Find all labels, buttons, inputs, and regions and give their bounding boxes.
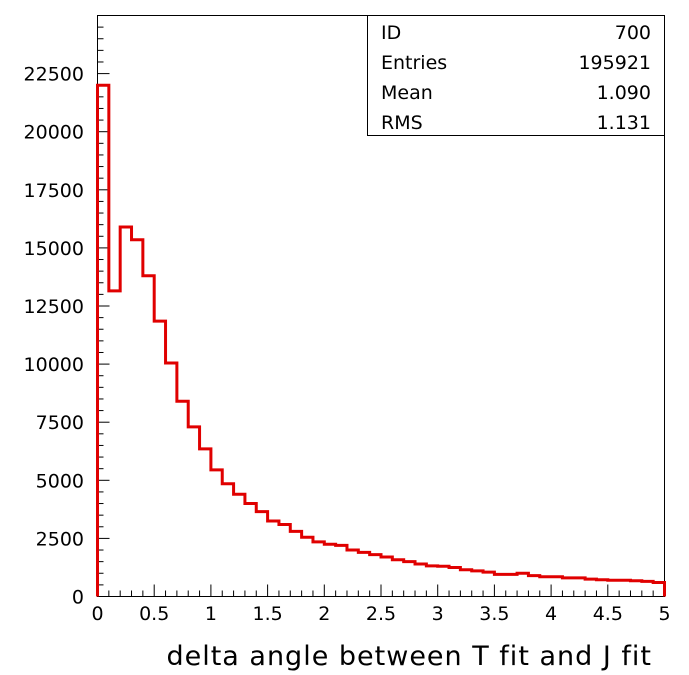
histogram-bin <box>188 427 199 597</box>
histogram-bin <box>166 363 177 597</box>
histogram-bin <box>245 504 256 597</box>
histogram-bin <box>562 578 573 597</box>
histogram-bin <box>404 562 415 597</box>
y-axis-tick-labels: 0 2500 5000 7500 10000 12500 15000 17500 20000 22… <box>24 64 84 609</box>
histogram-bin <box>109 291 120 597</box>
histogram-bin <box>290 531 301 596</box>
stats-box-frame <box>367 15 665 136</box>
histogram-bin <box>222 484 233 597</box>
histogram-bin <box>551 577 562 597</box>
histogram-bin <box>630 581 641 597</box>
histogram-bin <box>506 574 517 596</box>
y-tick-label: 7500 <box>36 412 84 434</box>
x-tick-label: 2.5 <box>366 603 396 625</box>
histogram-bin <box>415 564 426 597</box>
histogram-bin <box>642 581 653 596</box>
histogram-bin <box>98 85 109 596</box>
histogram-bin <box>313 542 324 597</box>
x-tick-label: 3 <box>432 603 444 625</box>
histogram-bin <box>596 580 607 597</box>
histogram-bin <box>574 578 585 597</box>
stats-value-id: 700 <box>615 22 651 44</box>
stats-label-id: ID <box>381 22 401 44</box>
histogram-bin <box>585 579 596 596</box>
stats-box: ID 700 Entries 195921 Mean 1.090 RMS 1.1… <box>367 15 665 136</box>
histogram-series-line <box>96 83 666 597</box>
stats-value-mean: 1.090 <box>597 82 651 104</box>
y-tick-label: 15000 <box>24 238 84 260</box>
histogram-bin <box>528 576 539 597</box>
histogram-bin <box>392 560 403 597</box>
histogram-bin <box>177 401 188 596</box>
histogram-bin <box>483 572 494 596</box>
histogram-bin <box>370 555 381 597</box>
x-axis-tick-labels: 0 0.5 1 1.5 2 2.5 3 3.5 4 4.5 5 <box>91 603 670 625</box>
histogram-bin <box>358 552 369 596</box>
x-tick-label: 4.5 <box>593 603 623 625</box>
histogram-bin <box>200 449 211 597</box>
y-tick-label: 10000 <box>24 354 84 376</box>
histogram-bin <box>234 494 245 596</box>
histogram-bin <box>256 512 267 597</box>
x-tick-label: 0.5 <box>139 603 169 625</box>
histogram-bins <box>98 85 665 596</box>
histogram-bin <box>449 567 460 596</box>
x-tick-label: 4 <box>545 603 557 625</box>
histogram-bin <box>426 566 437 597</box>
histogram-bin <box>279 524 290 596</box>
x-tick-label: 5 <box>658 603 670 625</box>
stats-label-rms: RMS <box>381 112 423 134</box>
y-tick-label: 17500 <box>24 180 84 202</box>
histogram-bin <box>211 470 222 597</box>
histogram-bin <box>268 521 279 597</box>
y-tick-label: 0 <box>72 587 84 609</box>
histogram-bin <box>494 574 505 596</box>
x-tick-label: 2 <box>318 603 330 625</box>
histogram-bin <box>132 240 143 597</box>
histogram-bin <box>154 321 165 596</box>
y-tick-label: 5000 <box>36 470 84 492</box>
histogram-bin <box>324 544 335 596</box>
histogram-bin <box>143 276 154 597</box>
histogram-bin <box>336 545 347 596</box>
histogram-bin <box>381 557 392 597</box>
stats-label-mean: Mean <box>381 82 433 104</box>
histogram-bin <box>517 573 528 596</box>
histogram-bin <box>540 577 551 597</box>
histogram-bin <box>460 570 471 597</box>
histogram-bin <box>347 550 358 596</box>
x-tick-label: 1.5 <box>252 603 282 625</box>
y-tick-label: 2500 <box>36 528 84 550</box>
histogram-bin <box>608 580 619 596</box>
x-axis-title: delta angle between T fit and J fit <box>166 641 652 672</box>
y-tick-label: 22500 <box>24 64 84 86</box>
x-tick-label: 0 <box>91 603 103 625</box>
histogram-bin <box>438 566 449 596</box>
stats-value-entries: 195921 <box>578 52 651 74</box>
x-tick-label: 1 <box>205 603 217 625</box>
stats-label-entries: Entries <box>381 52 447 74</box>
histogram-bin <box>619 580 630 596</box>
histogram-bin <box>472 571 483 597</box>
histogram-bin <box>653 583 664 597</box>
x-tick-label: 3.5 <box>479 603 509 625</box>
histogram-bin <box>120 227 131 597</box>
histogram-bin <box>302 537 313 596</box>
stats-value-rms: 1.131 <box>597 112 651 134</box>
y-tick-label: 20000 <box>24 122 84 144</box>
y-tick-label: 12500 <box>24 296 84 318</box>
